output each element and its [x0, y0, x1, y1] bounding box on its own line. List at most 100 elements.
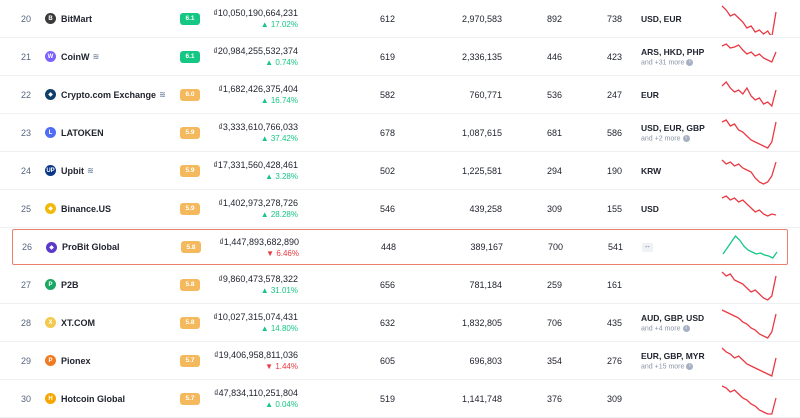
volume-cell: ₫1,402,973,278,726 ▲ 28.28%	[202, 190, 298, 227]
fiat-supported: --	[642, 230, 653, 264]
table-row[interactable]: 30 H Hotcoin Global 5.7 ₫47,834,110,251,804 ▲…	[0, 380, 800, 418]
fiat-supported: KRW	[641, 152, 661, 189]
metric-c1: 619	[379, 51, 395, 62]
score-badge: 6.0	[180, 88, 200, 101]
sparkline-path	[721, 195, 777, 217]
fiat-list: EUR, GBP, MYR	[641, 350, 705, 361]
rank-number: 26	[22, 242, 33, 252]
exchange-name-label[interactable]: P2B	[61, 279, 79, 290]
sparkline-path	[721, 271, 777, 301]
sparkline-path	[721, 5, 777, 35]
volume-cell: ₫47,834,110,251,804 ▲ 0.04%	[202, 380, 298, 417]
table-row[interactable]: 29 P Pionex 5.7 ₫19,406,958,811,036 ▼ 1.44% 60…	[0, 342, 800, 380]
fiat-more-link[interactable]: and +4 more i	[641, 324, 690, 332]
volume-sparkline	[721, 5, 777, 35]
sparkline-path	[721, 81, 777, 108]
table-row[interactable]: 22 ◆ Crypto.com Exchange ≋ 6.0 ₫1,682,426,375…	[0, 76, 800, 114]
metric-c2: 781,184	[469, 279, 502, 290]
exchange-name[interactable]: L LATOKEN	[45, 114, 104, 151]
metric-c1: 546	[379, 203, 395, 214]
exchange-name[interactable]: P Pionex	[45, 342, 91, 379]
exchange-name[interactable]: ◆ ProBit Global	[46, 230, 120, 264]
volume-sparkline	[721, 309, 777, 339]
sparkline-path	[721, 385, 777, 415]
fiat-more-link[interactable]: and +31 more i	[641, 58, 694, 66]
exchange-name-label[interactable]: Binance.US	[61, 203, 112, 214]
volume-sparkline	[721, 119, 777, 149]
exchange-name[interactable]: P P2B	[45, 266, 79, 303]
exchange-name-label[interactable]: Upbit	[61, 165, 84, 176]
volume-value: ₫19,406,958,811,036	[213, 350, 298, 360]
info-icon: i	[686, 362, 694, 370]
score-badge: 6.1	[180, 12, 200, 25]
exchange-name[interactable]: B BitMart	[45, 0, 92, 37]
volume-change: ▲ 17.02%	[260, 20, 298, 29]
volume-cell: ₫3,333,610,766,033 ▲ 37.42%	[202, 114, 298, 151]
table-row[interactable]: 25 ◆ Binance.US 5.9 ₫1,402,973,278,726 ▲ 28.2…	[0, 190, 800, 228]
exchange-logo-icon: B	[45, 13, 56, 24]
exchange-score: 5.8	[180, 304, 200, 341]
exchange-name[interactable]: W CoinW ≋	[45, 38, 99, 75]
exchange-score: 6.1	[180, 38, 200, 75]
exchange-logo-icon: P	[45, 355, 56, 366]
exchange-logo-icon: H	[45, 393, 56, 404]
metric-c1: 582	[379, 89, 395, 100]
fiat-supported: USD	[641, 190, 659, 227]
score-badge: 5.9	[180, 202, 200, 215]
fiat-more-link[interactable]: and +15 more i	[641, 362, 694, 370]
volume-sparkline	[721, 347, 777, 377]
volume-value: ₫20,984,255,532,374	[213, 46, 298, 56]
verified-badge-icon: ≋	[159, 90, 166, 99]
volume-sparkline	[721, 81, 777, 108]
table-row[interactable]: 21 W CoinW ≋ 6.1 ₫20,984,255,532,374 ▲ 0.74% 61…	[0, 38, 800, 76]
metric-c2: 2,336,135	[461, 51, 502, 62]
volume-value: ₫9,860,473,578,322	[218, 274, 298, 284]
exchange-name[interactable]: UP Upbit ≋	[45, 152, 94, 189]
exchange-name-label[interactable]: Hotcoin Global	[61, 393, 125, 404]
volume-cell: ₫9,860,473,578,322 ▲ 31.01%	[202, 266, 298, 303]
exchange-name[interactable]: X XT.COM	[45, 304, 95, 341]
metric-c4: 309	[606, 393, 622, 404]
score-badge: 5.7	[180, 392, 200, 405]
metric-c4: 161	[606, 279, 622, 290]
exchange-name-label[interactable]: Crypto.com Exchange	[61, 89, 157, 100]
metric-c3: 259	[546, 279, 562, 290]
exchange-name-label[interactable]: Pionex	[61, 355, 91, 366]
metric-c1: 612	[379, 13, 395, 24]
metric-c4: 423	[606, 51, 622, 62]
volume-cell: ₫17,331,560,428,461 ▲ 3.28%	[202, 152, 298, 189]
metric-c1: 632	[379, 317, 395, 328]
fiat-more-link[interactable]: and +2 more i	[641, 134, 690, 142]
exchange-name[interactable]: ◆ Crypto.com Exchange ≋	[45, 76, 166, 113]
volume-value: ₫3,333,610,766,033	[218, 122, 298, 132]
exchange-score: 5.9	[180, 190, 200, 227]
exchange-name-label[interactable]: CoinW	[61, 51, 90, 62]
metric-c2: 696,803	[469, 355, 502, 366]
exchange-name-label[interactable]: LATOKEN	[61, 127, 104, 138]
volume-cell: ₫10,027,315,074,431 ▲ 14.80%	[202, 304, 298, 341]
table-row[interactable]: 26 ◆ ProBit Global 5.8 ₫1,447,893,682,890 ▼ 6…	[12, 229, 788, 265]
metric-c3: 536	[546, 89, 562, 100]
metric-c2: 1,141,748	[461, 393, 502, 404]
rank-number: 23	[21, 127, 32, 138]
volume-change: ▼ 6.46%	[266, 248, 299, 258]
rank-number: 21	[21, 51, 32, 62]
exchange-name[interactable]: H Hotcoin Global	[45, 380, 125, 417]
table-row[interactable]: 28 X XT.COM 5.8 ₫10,027,315,074,431 ▲ 14.80% 6…	[0, 304, 800, 342]
table-row[interactable]: 23 L LATOKEN 5.9 ₫3,333,610,766,033 ▲ 37.42% 6…	[0, 114, 800, 152]
score-badge: 5.7	[180, 354, 200, 367]
exchange-name-label[interactable]: XT.COM	[61, 317, 96, 328]
volume-value: ₫1,447,893,682,890	[219, 236, 299, 247]
info-icon: i	[686, 58, 694, 66]
volume-sparkline	[722, 235, 778, 259]
table-row[interactable]: 20 B BitMart 6.1 ₫10,050,190,664,231 ▲ 17.02%…	[0, 0, 800, 38]
rank-number: 30	[21, 393, 32, 404]
score-badge: 6.1	[180, 50, 200, 63]
exchange-name-label[interactable]: BitMart	[61, 13, 92, 24]
exchange-name[interactable]: ◆ Binance.US	[45, 190, 111, 227]
table-row[interactable]: 24 UP Upbit ≋ 5.9 ₫17,331,560,428,461 ▲ 3.28% 5…	[0, 152, 800, 190]
exchange-name-label[interactable]: ProBit Global	[62, 242, 120, 252]
volume-cell: ₫20,984,255,532,374 ▲ 0.74%	[202, 38, 298, 75]
table-row[interactable]: 27 P P2B 5.8 ₫9,860,473,578,322 ▲ 31.01% 656 78…	[0, 266, 800, 304]
